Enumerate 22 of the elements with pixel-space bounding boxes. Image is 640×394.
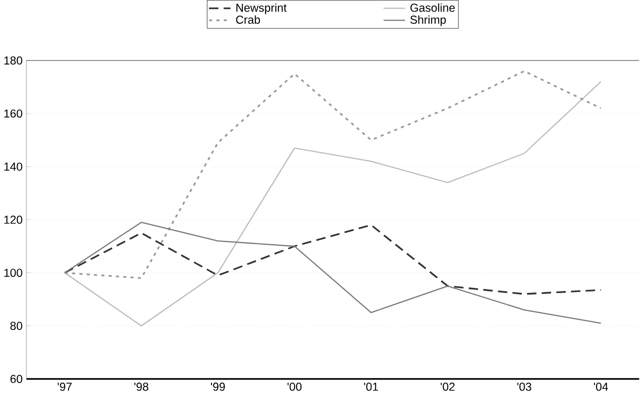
line-series: [64, 70, 602, 279]
y-tick-label: 160: [4, 109, 22, 118]
y-tick-label: 120: [4, 216, 22, 224]
x-tick-label: '03: [517, 382, 532, 391]
x-tick-label: '04: [594, 382, 608, 391]
y-tick-label: 80: [10, 322, 22, 330]
x-tick-label: '01: [364, 382, 378, 391]
legend-label: Gasoline: [410, 3, 455, 12]
line-series: [64, 80, 602, 326]
legend-label: Shrimp: [410, 15, 446, 26]
x-tick-label: '99: [210, 382, 225, 391]
y-tick-label: 140: [4, 162, 22, 171]
x-tick-label: '97: [58, 382, 72, 391]
legend-label: Crab: [236, 15, 260, 24]
line-series: [64, 222, 602, 324]
legend-label: Newsprint: [236, 3, 287, 14]
y-tick-label: 100: [4, 268, 22, 277]
x-tick-label: '00: [288, 382, 302, 391]
y-tick-label: 60: [10, 374, 22, 383]
y-tick-label: 180: [4, 56, 22, 64]
x-tick-label: '02: [440, 382, 455, 391]
x-tick-label: '98: [134, 382, 148, 391]
